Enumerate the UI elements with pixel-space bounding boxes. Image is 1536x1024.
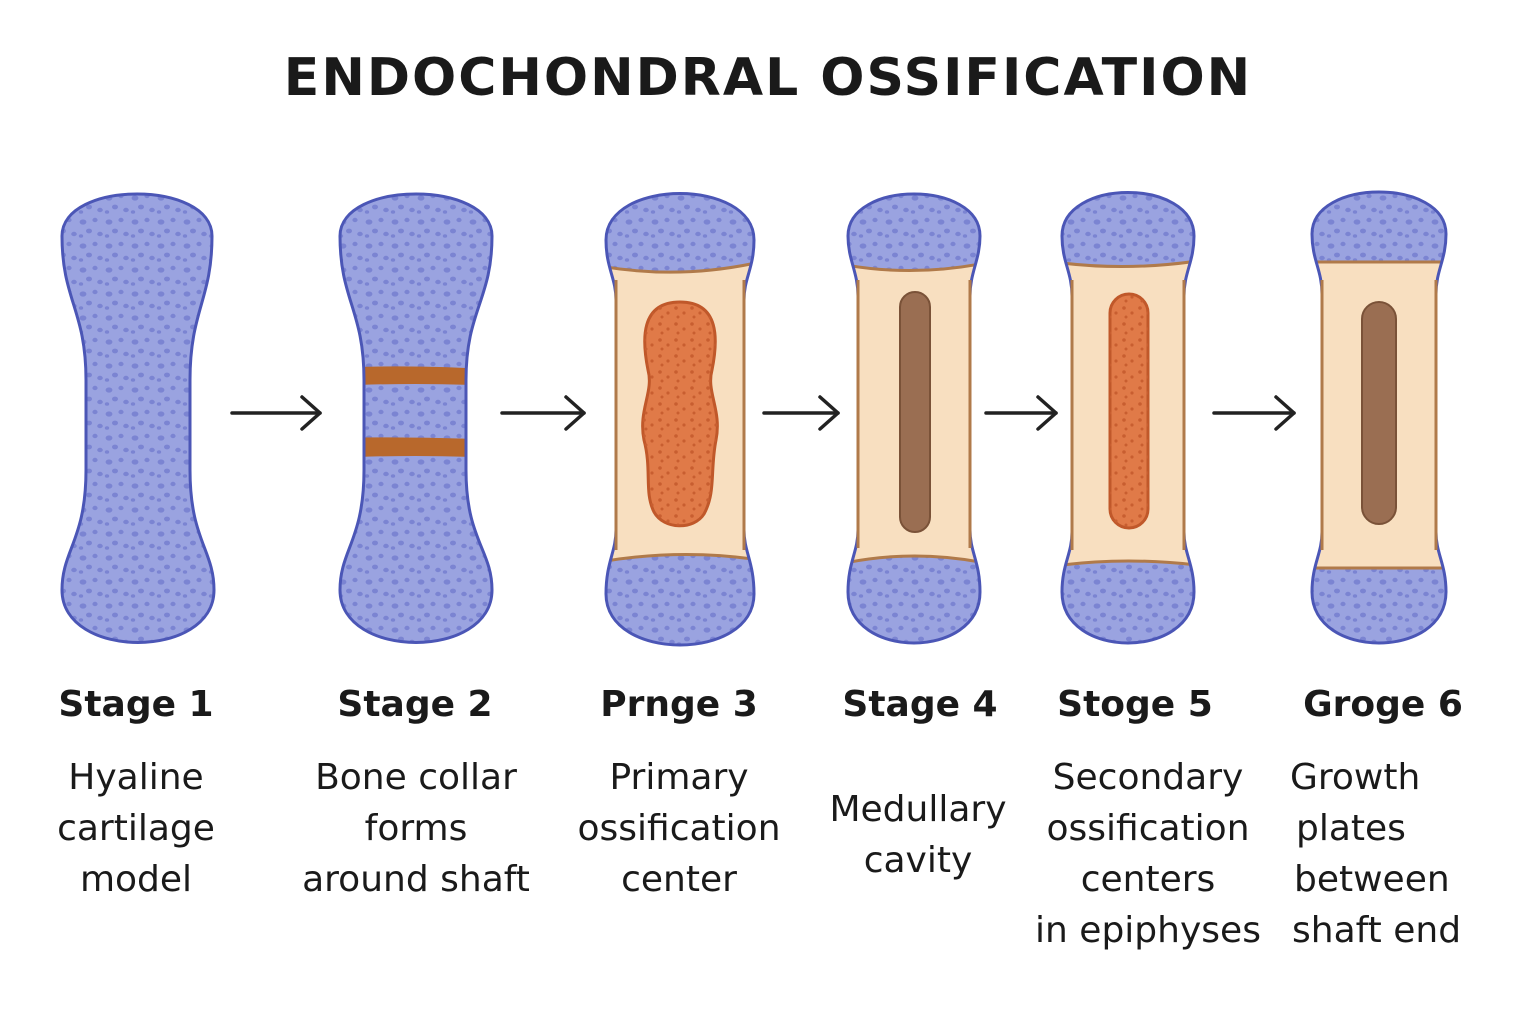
description-line: Secondary (1052, 757, 1244, 798)
stage-5-description: Secondary ossification centers in epiphy… (1008, 752, 1288, 956)
description-line: cavity (863, 840, 973, 881)
stage-1-description: Hyaline cartilage model (0, 752, 276, 905)
description-line: around shaft (302, 859, 530, 900)
description-line: cartilage (57, 808, 215, 849)
stage-5-bone (1060, 191, 1196, 645)
bone-collar (340, 366, 492, 458)
stage-3-description: Primary ossification center (539, 752, 819, 905)
stage-2-label: Stage 2 (337, 684, 493, 725)
arrow-1 (230, 395, 322, 431)
description-line: plates (1296, 808, 1406, 849)
description-line: between (1294, 859, 1450, 900)
stage-4-bone (846, 192, 982, 645)
arrow-5 (1212, 395, 1296, 431)
description-line: center (621, 859, 737, 900)
stage-3-label: Prnge 3 (600, 684, 758, 725)
description-line: Hyaline (68, 757, 204, 798)
stage-3-bone (604, 192, 756, 647)
arrow-4 (984, 395, 1058, 431)
description-line: ossification (1046, 808, 1250, 849)
ossification-center (1108, 292, 1150, 530)
primary-ossification-center (641, 300, 719, 528)
stage-6-label: Groge 6 (1303, 684, 1463, 725)
stage-1-label: Stage 1 (58, 684, 214, 725)
stage-2-bone (338, 192, 494, 644)
stage-1-bone (60, 192, 216, 644)
description-line: Bone collar (315, 757, 517, 798)
description-line: forms (364, 808, 468, 849)
description-line: model (79, 859, 193, 900)
medullary-cavity (899, 291, 931, 533)
description-line: Growth (1290, 757, 1421, 798)
diagram-title: ENDOCHONDRAL OSSIFICATION (283, 48, 1253, 108)
stage-6-description: Growth plates between shaft end (1246, 752, 1506, 956)
stage-4-description: Medullary cavity (778, 784, 1058, 886)
arrow-3 (762, 395, 840, 431)
description-line: Primary (609, 757, 749, 798)
arrow-2 (500, 395, 586, 431)
description-line: ossification (577, 808, 781, 849)
stage-5-label: Stoge 5 (1057, 684, 1213, 725)
stage-2-description: Bone collar forms around shaft (276, 752, 556, 905)
medullary-cavity-6 (1361, 301, 1397, 525)
description-line: Medullary (829, 789, 1007, 830)
description-line: centers (1080, 859, 1216, 900)
description-line: in epiphyses (1035, 910, 1261, 951)
description-line: shaft end (1292, 910, 1462, 951)
stage-6-bone (1310, 190, 1448, 645)
stage-4-label: Stage 4 (842, 684, 998, 725)
